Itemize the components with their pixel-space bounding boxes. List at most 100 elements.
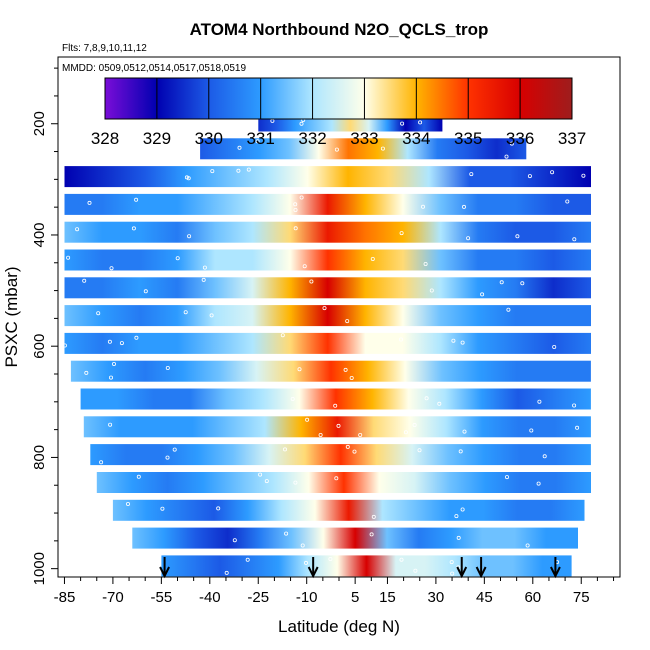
sample-point <box>413 568 418 573</box>
x-tick-label: 30 <box>428 589 445 606</box>
sample-point <box>172 447 177 452</box>
sample-point <box>107 339 112 344</box>
sample-point <box>506 307 511 312</box>
sample-point <box>334 147 339 152</box>
sample-point <box>282 447 287 452</box>
sample-point <box>284 531 289 536</box>
sample-point <box>131 226 136 231</box>
sample-point <box>345 444 350 449</box>
sample-point <box>322 306 327 311</box>
sample-point <box>293 202 298 207</box>
sample-point <box>232 538 237 543</box>
sample-point <box>529 428 534 433</box>
sample-point <box>429 288 434 293</box>
sample-point <box>302 264 307 269</box>
sample-point <box>370 256 375 261</box>
sample-point <box>143 289 148 294</box>
sample-point <box>299 195 304 200</box>
sample-point <box>352 449 357 454</box>
sample-point <box>581 173 586 178</box>
sample-point <box>202 265 207 270</box>
sample-point <box>280 333 285 338</box>
sample-point <box>451 338 456 343</box>
sample-point <box>469 172 474 177</box>
sample-point <box>400 121 405 126</box>
sample-point <box>186 176 191 181</box>
sample-point <box>245 557 250 562</box>
heatmap-band <box>64 277 591 299</box>
heatmap-band <box>161 555 572 577</box>
sample-point <box>112 361 117 366</box>
y-axis-label: PSXC (mbar) <box>2 266 21 367</box>
arrow-icon <box>307 557 319 579</box>
sample-point <box>480 292 485 297</box>
colorbar-tick-label: 333 <box>350 129 378 148</box>
arrow-icon <box>550 557 561 579</box>
colorbar-tick-label: 331 <box>246 129 274 148</box>
sample-point <box>299 121 304 126</box>
sample-point <box>575 425 580 430</box>
arrow-icon <box>456 557 468 579</box>
sample-point <box>62 343 67 348</box>
sample-point <box>450 571 455 576</box>
sample-point <box>99 460 104 465</box>
sample-point <box>572 237 577 242</box>
sample-point <box>336 423 341 428</box>
sample-point <box>456 535 461 540</box>
sample-point <box>318 432 323 437</box>
sample-point <box>412 422 417 427</box>
sample-point <box>460 507 465 512</box>
sample-points <box>62 111 586 576</box>
heatmap-band <box>70 360 591 382</box>
x-axis: -85 -70 -55 -40 -25 -10 5 15 30 45 60 75 <box>54 577 615 606</box>
sample-point <box>293 480 298 485</box>
heatmap-cells <box>64 110 592 577</box>
colorbar <box>104 77 573 120</box>
sample-point <box>258 472 263 477</box>
x-axis-label: Latitude (deg N) <box>278 617 400 636</box>
sample-point <box>126 501 131 506</box>
sample-point <box>527 174 532 179</box>
sample-point <box>565 199 570 204</box>
sample-point <box>358 432 363 437</box>
sample-point <box>536 481 541 486</box>
y-tick-label: 1000 <box>31 552 48 585</box>
sample-point <box>437 401 442 406</box>
sample-point <box>509 141 514 146</box>
sample-point <box>424 396 429 401</box>
sample-point <box>328 557 333 562</box>
sample-point <box>371 514 376 519</box>
sample-point <box>246 167 251 172</box>
colorbar-tick-label: 336 <box>506 129 534 148</box>
arrow-icon <box>159 557 170 579</box>
heatmap-band <box>132 527 579 549</box>
heatmap-band <box>200 138 527 160</box>
sample-point <box>84 370 89 375</box>
sample-point <box>420 204 425 209</box>
sample-point <box>334 476 339 481</box>
sample-point <box>297 367 302 372</box>
x-tick-label: 15 <box>379 589 396 606</box>
sample-point <box>300 543 305 548</box>
colorbar-gradient <box>104 77 573 120</box>
colorbar-tick-label: 329 <box>143 129 171 148</box>
sample-point <box>345 319 350 324</box>
x-tick-label: -85 <box>54 589 76 606</box>
colorbar-tick-label: 332 <box>298 129 326 148</box>
sample-point <box>349 375 354 380</box>
heatmap-band <box>64 332 591 354</box>
sample-point <box>499 280 504 285</box>
sample-point <box>380 146 385 151</box>
sample-point <box>537 399 542 404</box>
x-tick-label: 75 <box>573 589 590 606</box>
x-tick-label: 45 <box>476 589 493 606</box>
sample-point <box>343 367 348 372</box>
y-axis: 200 400 600 800 1000 <box>31 67 58 585</box>
sample-point <box>75 227 80 232</box>
x-tick-label: -25 <box>247 589 269 606</box>
colorbar-tick-label: 330 <box>195 129 223 148</box>
sample-point <box>458 449 463 454</box>
sample-point <box>550 170 555 175</box>
sample-point <box>572 403 577 408</box>
